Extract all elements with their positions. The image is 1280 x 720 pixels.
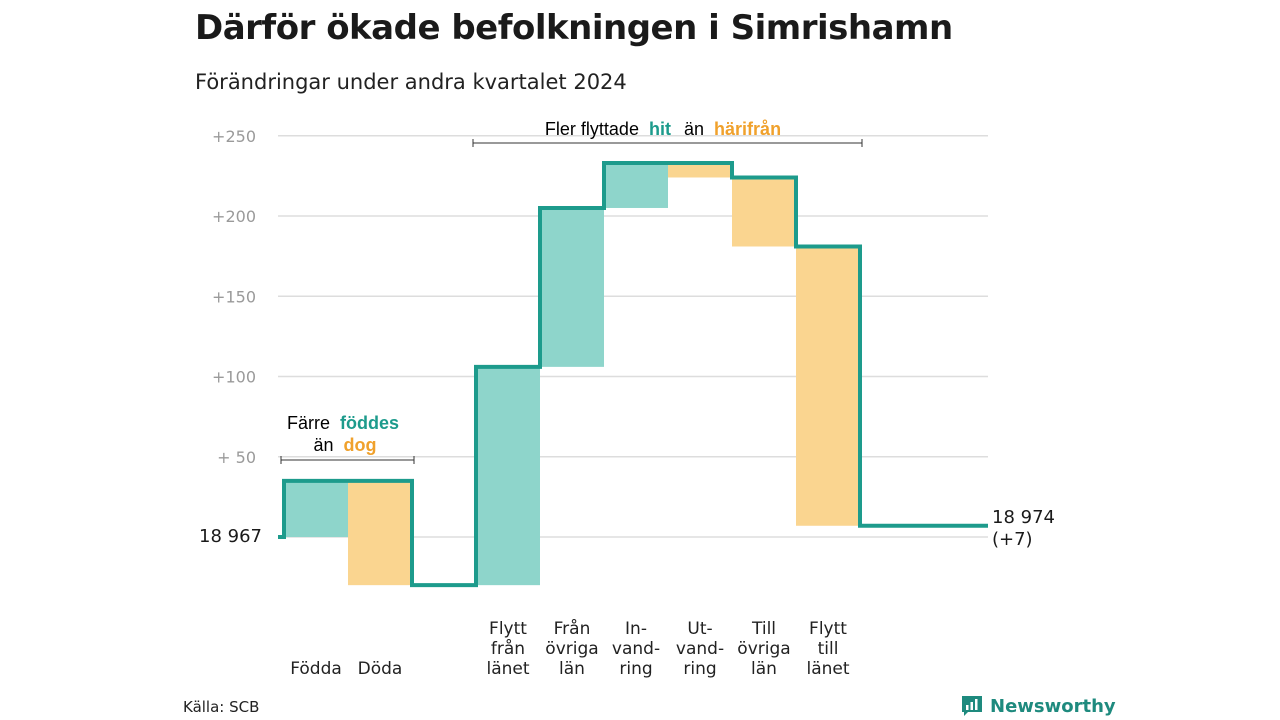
category-label-line: övriga bbox=[737, 639, 790, 659]
bar-flytt-till-lanet bbox=[796, 246, 860, 526]
category-label-line: Döda bbox=[358, 659, 403, 679]
annotation-births-word-3: än bbox=[313, 435, 333, 455]
y-tick-label: +250 bbox=[212, 127, 256, 146]
bar-invandring bbox=[604, 163, 668, 208]
annotation-migration-word-1: Fler flyttade bbox=[545, 119, 639, 139]
bar-layer bbox=[284, 163, 860, 586]
bar-flytt-fran-lanet bbox=[476, 366, 540, 586]
annotation-migration: Fler flyttade hit än härifrån bbox=[472, 119, 863, 147]
end-value-label: 18 974 bbox=[992, 507, 1055, 528]
start-value-label: 18 967 bbox=[199, 526, 262, 547]
category-label-line: Födda bbox=[290, 659, 342, 679]
annotation-births-word-1: Färre bbox=[287, 413, 330, 433]
category-label-line: ring bbox=[619, 659, 652, 679]
bar-doda bbox=[348, 480, 412, 586]
category-label-flytt-till-lanet: Flytt till länet bbox=[806, 619, 849, 679]
category-label-utvandring: Ut-vand-ring bbox=[676, 619, 724, 679]
y-tick-label: +100 bbox=[212, 368, 256, 387]
category-label-fran-ovriga-lan: Från övriga län bbox=[545, 618, 598, 679]
y-tick-labels: +250 +200 +150 +100 + 50 bbox=[212, 127, 256, 467]
category-label-line: Från bbox=[554, 618, 591, 639]
category-label-line: vand- bbox=[612, 639, 660, 659]
annotation-migration-word-2: hit bbox=[649, 119, 671, 139]
bracket-migration bbox=[472, 139, 863, 147]
annotation-births-line1: Färre föddes bbox=[287, 413, 399, 433]
category-label-line: län bbox=[559, 659, 585, 679]
annotation-migration-text: Fler flyttade hit än härifrån bbox=[545, 119, 781, 139]
category-label-line: övriga bbox=[545, 639, 598, 659]
bar-fran-ovriga-lan bbox=[540, 207, 604, 367]
step-line bbox=[278, 161, 988, 588]
source-note: Källa: SCB bbox=[183, 698, 260, 716]
annotation-births-deaths: Färre föddes än dog bbox=[280, 413, 415, 464]
bar-utvandring bbox=[668, 163, 732, 178]
bracket-births-deaths bbox=[280, 456, 415, 464]
category-label-line: från bbox=[491, 638, 525, 659]
category-label-fodda: Födda bbox=[290, 659, 342, 679]
chart-bars-icon bbox=[962, 696, 982, 716]
annotation-births-word-4: dog bbox=[344, 435, 377, 455]
brand-logo: Newsworthy bbox=[960, 693, 1116, 719]
category-label-line: länet bbox=[806, 659, 849, 679]
category-label-line: Flytt bbox=[489, 619, 527, 639]
waterfall-chart: +250 +200 +150 +100 + 50 Färre föddes än dog… bbox=[199, 119, 1055, 679]
category-label-line: länet bbox=[486, 659, 529, 679]
category-label-line: till bbox=[818, 639, 839, 659]
category-label-line: vand- bbox=[676, 639, 724, 659]
bar-fodda bbox=[284, 480, 348, 537]
category-label-till-ovriga-lan: Till övriga län bbox=[737, 619, 790, 679]
annotation-migration-word-3: än bbox=[684, 119, 704, 139]
annotation-migration-word-4: härifrån bbox=[714, 119, 781, 139]
y-tick-label: +200 bbox=[212, 207, 256, 226]
y-tick-label: +150 bbox=[212, 287, 256, 306]
annotation-births-word-2: föddes bbox=[340, 413, 399, 433]
category-label-line: Flytt bbox=[809, 619, 847, 639]
bar-till-ovriga-lan bbox=[732, 177, 796, 247]
chart-subtitle: Förändringar under andra kvartalet 2024 bbox=[195, 70, 627, 94]
category-label-line: län bbox=[751, 659, 777, 679]
category-label-line: Ut- bbox=[687, 619, 712, 639]
category-label-invandring: In-vand-ring bbox=[612, 619, 660, 679]
annotation-births-line2: än dog bbox=[313, 435, 376, 455]
category-label-flytt-fran-lanet: Flytt från länet bbox=[486, 619, 529, 679]
brand-name: Newsworthy bbox=[990, 695, 1116, 717]
category-label-line: In- bbox=[625, 619, 647, 639]
category-label-line: Till bbox=[751, 619, 776, 639]
chart-title: Därför ökade befolkningen i Simrishamn bbox=[195, 8, 953, 48]
end-change-label: (+7) bbox=[992, 529, 1033, 550]
category-label-doda: Döda bbox=[358, 659, 403, 679]
y-tick-label: + 50 bbox=[217, 448, 256, 467]
category-label-line: ring bbox=[683, 659, 716, 679]
